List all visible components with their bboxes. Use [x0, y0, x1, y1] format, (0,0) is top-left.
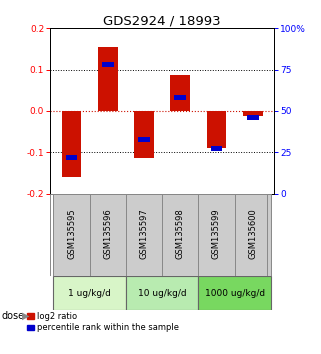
Title: GDS2924 / 18993: GDS2924 / 18993	[103, 14, 221, 27]
Bar	[206, 111, 226, 148]
Bar	[198, 276, 271, 310]
Bar	[90, 194, 126, 276]
Bar	[162, 194, 198, 276]
Text: GSM135596: GSM135596	[103, 208, 112, 259]
Text: dose: dose	[2, 311, 25, 321]
Text: 1 ug/kg/d: 1 ug/kg/d	[68, 289, 111, 297]
Bar	[53, 194, 90, 276]
Bar	[134, 111, 154, 159]
Bar	[102, 62, 114, 67]
Text: GSM135595: GSM135595	[67, 208, 76, 258]
Text: GSM135599: GSM135599	[212, 208, 221, 258]
Bar	[235, 194, 271, 276]
Bar	[211, 147, 222, 152]
Bar	[126, 276, 198, 310]
Text: GSM135600: GSM135600	[248, 208, 257, 259]
Bar	[170, 75, 190, 111]
Text: 1000 ug/kg/d: 1000 ug/kg/d	[204, 289, 265, 297]
Text: GSM135597: GSM135597	[140, 208, 149, 259]
Bar	[198, 194, 235, 276]
Bar	[53, 276, 126, 310]
Bar	[66, 155, 77, 160]
Text: ▶: ▶	[22, 311, 29, 321]
Text: 10 ug/kg/d: 10 ug/kg/d	[138, 289, 187, 297]
Bar	[247, 115, 258, 120]
Legend: log2 ratio, percentile rank within the sample: log2 ratio, percentile rank within the s…	[27, 312, 179, 332]
Bar	[62, 111, 82, 177]
Bar	[126, 194, 162, 276]
Bar	[138, 137, 150, 142]
Bar	[243, 111, 263, 116]
Text: GSM135598: GSM135598	[176, 208, 185, 259]
Bar	[98, 47, 118, 111]
Bar	[174, 95, 186, 100]
